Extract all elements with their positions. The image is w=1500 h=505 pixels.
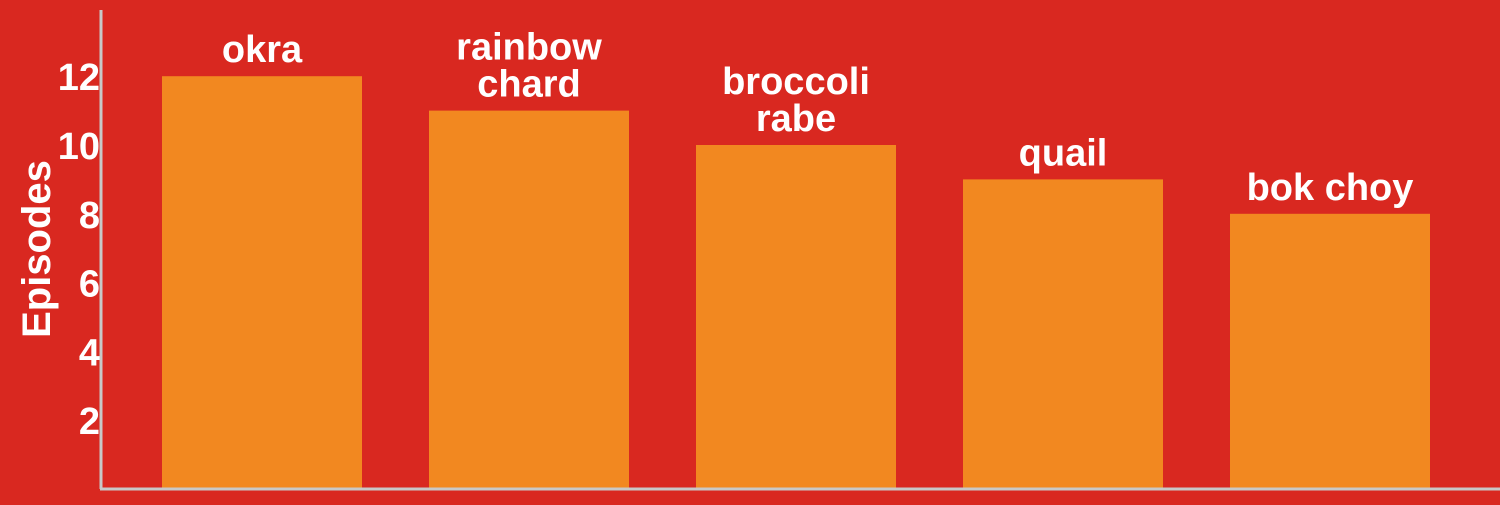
bar-label-5-line-1: bok choy [1247,167,1414,209]
y-tick-label-10: 10 [58,126,100,168]
bar-1 [162,76,362,489]
bar-2 [429,110,629,489]
bar-4 [963,179,1163,489]
bars-layer [162,76,1430,490]
y-tick-label-8: 8 [79,195,100,237]
bar-label-3-line-1: broccoli [722,61,870,103]
y-tick-label-4: 4 [79,332,100,374]
bar-label-2-line-2: chard [477,64,580,106]
y-tick-label-6: 6 [79,264,100,306]
y-tick-label-12: 12 [58,57,100,99]
y-axis-title: Episodes [15,160,59,338]
y-tick-label-2: 2 [79,401,100,443]
bar-label-2-line-1: rainbow [456,27,602,69]
bar-5 [1230,213,1430,490]
bar-label-4-line-1: quail [1019,132,1108,174]
y-tick-labels-layer: 2 4 6 8 10 12 [58,57,100,443]
bar-3 [696,145,896,489]
bar-label-1-line-1: okra [222,29,303,71]
bar-label-3-line-2: rabe [756,98,836,140]
